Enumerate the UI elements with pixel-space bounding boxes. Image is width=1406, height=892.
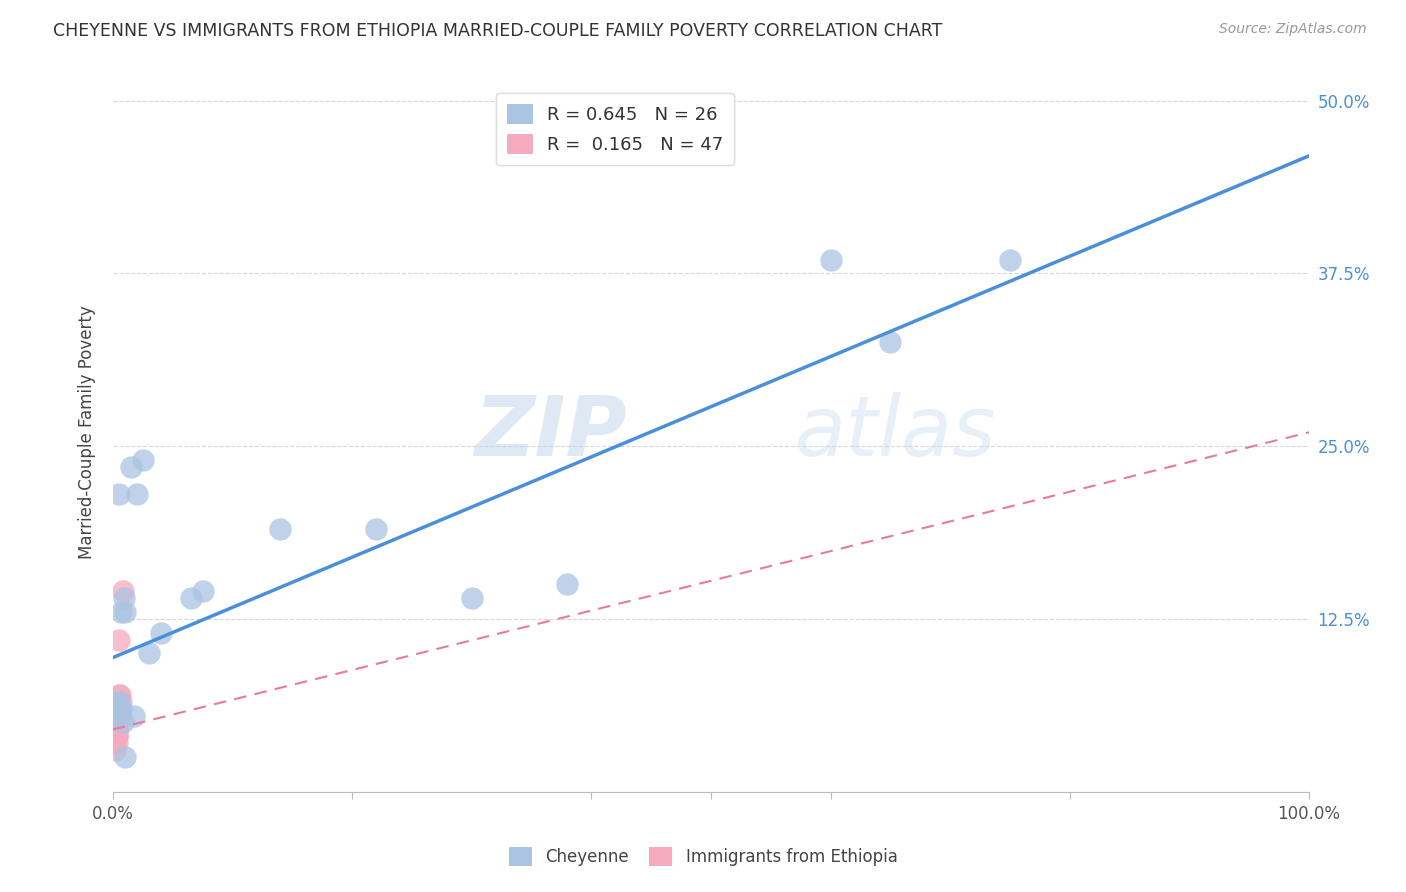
Legend: R = 0.645   N = 26, R =  0.165   N = 47: R = 0.645 N = 26, R = 0.165 N = 47 [496,93,734,165]
Point [108,708,131,723]
Point [104,723,127,737]
Point [108,632,131,647]
Point [820,252,842,267]
Point [104,743,127,757]
Point [104,729,127,743]
Point [149,625,172,640]
Point [104,729,127,743]
Point [107,708,129,723]
Point [107,701,129,715]
Point [124,708,146,723]
Point [105,723,128,737]
Point [104,729,127,743]
Point [108,708,131,723]
Point [557,577,579,591]
Text: atlas: atlas [794,392,997,473]
Point [112,591,135,606]
Point [191,584,214,599]
Point [107,701,129,715]
Point [114,750,136,764]
Point [111,584,134,599]
Point [114,605,136,619]
Point [105,723,128,737]
Point [104,723,127,737]
Point [108,701,131,715]
Point [105,715,128,730]
Text: CHEYENNE VS IMMIGRANTS FROM ETHIOPIA MARRIED-COUPLE FAMILY POVERTY CORRELATION C: CHEYENNE VS IMMIGRANTS FROM ETHIOPIA MAR… [53,22,943,40]
Point [120,459,142,474]
Point [105,715,128,730]
Point [104,736,127,750]
Point [104,729,127,743]
Point [105,715,128,730]
Point [105,695,128,709]
Point [180,591,202,606]
Point [110,605,132,619]
Point [104,723,127,737]
Point [107,708,129,723]
Point [107,708,129,723]
Point [105,715,128,730]
Point [998,252,1021,267]
Point [105,708,128,723]
Point [105,715,128,730]
Legend: Cheyenne, Immigrants from Ethiopia: Cheyenne, Immigrants from Ethiopia [501,838,905,875]
Point [110,695,132,709]
Point [105,708,128,723]
Point [104,729,127,743]
Text: Source: ZipAtlas.com: Source: ZipAtlas.com [1219,22,1367,37]
Point [105,715,128,730]
Point [111,715,134,730]
Point [104,729,127,743]
Y-axis label: Married-Couple Family Poverty: Married-Couple Family Poverty [79,305,96,559]
Point [104,729,127,743]
Point [108,695,131,709]
Point [364,522,387,536]
Point [105,736,128,750]
Point [105,715,128,730]
Point [105,715,128,730]
Point [105,708,128,723]
Point [110,701,132,715]
Point [107,708,129,723]
Point [105,708,128,723]
Point [105,729,128,743]
Point [108,487,131,501]
Point [108,688,131,702]
Point [132,453,155,467]
Point [105,729,128,743]
Point [461,591,484,606]
Point [104,729,127,743]
Point [104,723,127,737]
Point [269,522,291,536]
Point [125,487,148,501]
Point [107,701,129,715]
Point [104,729,127,743]
Point [105,729,128,743]
Point [138,647,160,661]
Point [105,723,128,737]
Text: ZIP: ZIP [475,392,627,473]
Point [108,688,131,702]
Point [879,335,901,350]
